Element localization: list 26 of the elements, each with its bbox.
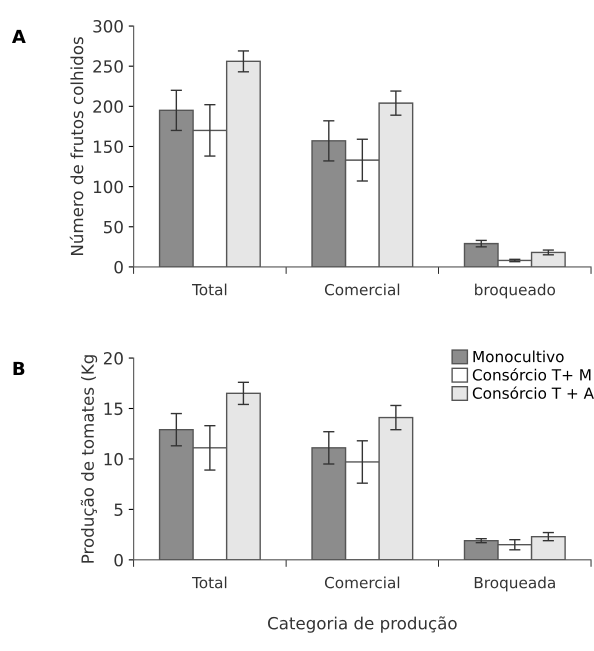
x-tick-label: broqueado (475, 284, 556, 298)
chart-title: B (14, 362, 24, 376)
y-tick-label: 0 (114, 260, 123, 274)
legend-label: Consórcio T+ M (472, 368, 590, 381)
y-tick-label: 20 (104, 352, 123, 365)
x-axis-title: Categoria de produção (268, 616, 457, 633)
y-tick-label: 100 (94, 180, 123, 194)
y-tick-label: 50 (104, 220, 123, 234)
y-tick-label: 300 (93, 20, 123, 33)
x-tick-label: Broqueada (474, 576, 555, 592)
y-tick-label: 150 (94, 140, 123, 154)
y-tick-label: 10 (104, 452, 123, 466)
x-tick-label: Comercial (324, 576, 400, 588)
x-tick-label: Comercial (324, 284, 400, 296)
chart-title: A (12, 30, 26, 44)
legend-label: Monocultivo (473, 350, 564, 362)
y-tick-label: 0 (114, 554, 123, 566)
x-tick-label: Total (192, 284, 226, 296)
y-tick-label: 200 (93, 100, 123, 113)
legend-label: Consórcio T + A (472, 386, 594, 399)
x-tick-label: Total (192, 576, 226, 588)
y-tick-label: 15 (104, 402, 122, 416)
y-axis-title: Produção de tomates (Kg (80, 355, 98, 563)
y-tick-label: 5 (114, 504, 122, 516)
y-tick-label: 250 (93, 60, 123, 73)
y-axis-title: Número de frutos colhidos (70, 37, 84, 255)
